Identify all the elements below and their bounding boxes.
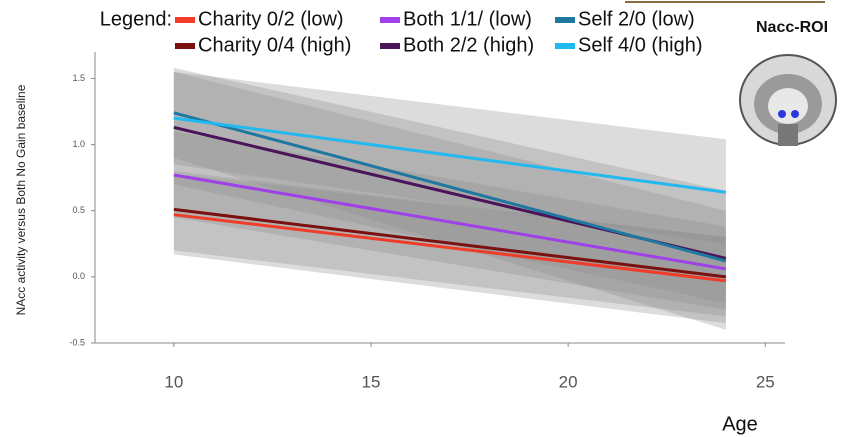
x-axis-label: Age — [722, 413, 758, 435]
y-tick-label: 0.0 — [72, 271, 85, 281]
legend-swatch — [380, 43, 400, 49]
chart: Legend: Nacc-ROI Age NAcc activity versu… — [0, 0, 844, 437]
legend-swatch — [555, 17, 575, 23]
y-tick-label: 1.0 — [72, 139, 85, 149]
brain-icon — [740, 55, 836, 146]
y-tick-label: -0.5 — [69, 337, 85, 347]
legend-title: Legend: — [100, 8, 172, 30]
legend-swatch — [175, 17, 195, 23]
legend-label: Both 2/2 (high) — [403, 34, 534, 56]
x-tick-label: 15 — [362, 372, 381, 391]
x-tick-label: 10 — [164, 372, 183, 391]
legend-label: Both 1/1/ (low) — [403, 8, 532, 30]
legend-label: Charity 0/2 (low) — [198, 8, 344, 30]
legend-label: Self 2/0 (low) — [578, 8, 695, 30]
y-tick-label: 1.5 — [72, 73, 85, 83]
legend-label: Self 4/0 (high) — [578, 34, 703, 56]
legend-swatch — [555, 43, 575, 49]
roi-label: Nacc-ROI — [756, 19, 828, 36]
x-tick-label: 25 — [756, 372, 775, 391]
legend-swatch — [380, 17, 400, 23]
legend-label: Charity 0/4 (high) — [198, 34, 351, 56]
y-tick-label: 0.5 — [72, 205, 85, 215]
y-axis-label: NAcc activity versus Both No Gain baseli… — [14, 84, 28, 315]
legend-swatch — [175, 43, 195, 49]
x-tick-label: 20 — [559, 372, 578, 391]
